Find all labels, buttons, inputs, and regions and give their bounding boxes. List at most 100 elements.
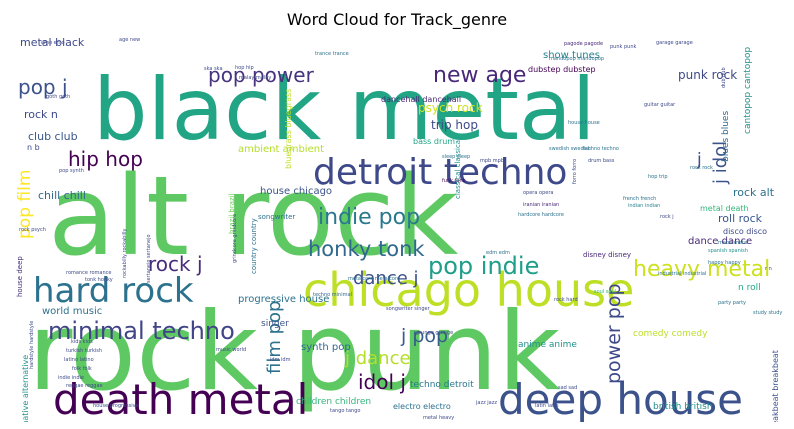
- word-indie-indie: indie indie: [58, 375, 84, 381]
- word-dance-dance: dance dance: [688, 236, 752, 247]
- word-idm-idm: idm idm: [270, 357, 291, 363]
- word-mandopop-mandopop: mandopop mandopop: [549, 56, 604, 62]
- word-rock-alt: rock alt: [733, 186, 775, 199]
- word-j-idol: j idol: [710, 141, 731, 185]
- word-grindcore-grindcore: grindcore grindcore: [232, 214, 238, 263]
- word-honky-tonk: honky tonk: [308, 237, 425, 261]
- word-goth-goth: goth goth: [46, 94, 70, 100]
- word-pop-power: pop power: [208, 63, 315, 87]
- word-rock-j: rock j: [148, 252, 203, 276]
- word-latino-latino: latino latino: [64, 357, 94, 363]
- word-romance-romance: romance romance: [66, 270, 111, 276]
- word-dub-dub: dub dub: [721, 67, 727, 88]
- word-rockabilly-rockabilly: rockabilly rockabilly: [122, 229, 128, 278]
- word-chicago-house: chicago house: [303, 263, 634, 317]
- word-songwriter: songwriter: [258, 213, 295, 221]
- word-hop-trip: hop trip: [648, 174, 668, 180]
- word-heavy-metal: heavy metal: [633, 257, 770, 282]
- word-alternative-alternative: alternative alternative: [21, 355, 30, 422]
- word-singer: singer: [261, 319, 289, 329]
- word-metalcore-metalcore: metalcore metalcore: [348, 276, 400, 282]
- word-rock-j: rock j: [660, 214, 674, 220]
- word-rock-hard: rock hard: [554, 297, 578, 303]
- word-brazil-brazil: brazil brazil: [228, 193, 236, 234]
- word-dancehall-dancehall: dancehall dancehall: [381, 95, 461, 104]
- word-trance-trance: trance trance: [315, 51, 349, 57]
- word-disney-disney: disney disney: [583, 251, 631, 259]
- word-pop-film: pop film: [15, 170, 35, 239]
- word-mpb-mpb: mpb mpb: [480, 158, 504, 164]
- word-ambient-ambient: ambient ambient: [238, 144, 324, 155]
- word-iranian-iranian: iranian iranian: [523, 202, 559, 208]
- word-jazz-jazz: jazz jazz: [475, 400, 497, 406]
- word-house-house: house house: [568, 120, 600, 126]
- word-kids-kids: kids kids: [71, 339, 93, 345]
- word-soul-soul: soul soul: [594, 289, 616, 295]
- word-punk-rock: punk rock: [678, 68, 737, 82]
- word-dubstep-dubstep: dubstep dubstep: [528, 65, 596, 74]
- word-swedish-swedish: swedish swedish: [549, 146, 591, 152]
- word-progressive-house: progressive house: [238, 294, 329, 305]
- word-tango-tango: tango tango: [330, 408, 360, 414]
- word-trip-hop: trip hop: [431, 118, 478, 132]
- word-metal-heavy: metal heavy: [423, 415, 454, 421]
- word-sertanejo-sertanejo: sertanejo sertanejo: [146, 235, 152, 284]
- word-french-french: french french: [623, 196, 656, 202]
- word-black-metal: black metal: [93, 60, 596, 160]
- word-industrial-industrial: industrial industrial: [658, 271, 706, 277]
- word-pop-j: pop j: [18, 75, 68, 99]
- word-idol-j: idol j: [358, 370, 406, 394]
- word-psych-rock: psych rock: [418, 101, 483, 115]
- chart-title: Word Cloud for Track_genre: [286, 10, 508, 29]
- word-latin-latin: latin latin: [535, 403, 559, 409]
- word-detroit-techno: detroit techno: [313, 152, 567, 193]
- word-alt-rock: alt rock: [48, 152, 459, 280]
- word-metal-death: metal death: [700, 204, 749, 213]
- word-study-study: study study: [753, 310, 782, 316]
- word-death-metal: death metal: [53, 375, 308, 422]
- word-anime-anime: anime anime: [518, 340, 577, 350]
- word-garage-garage: garage garage: [656, 40, 693, 46]
- word-rock-rock: rock rock: [690, 165, 713, 171]
- word-j: j: [696, 150, 702, 170]
- word-classical-classical: classical classical: [454, 138, 462, 199]
- word-british-british: british british: [653, 402, 713, 412]
- word-house-chicago: house chicago: [260, 186, 332, 197]
- word-ska-ska: ska ska: [204, 66, 223, 72]
- word-drum-bass: drum bass: [588, 158, 615, 164]
- word-minimal-techno: minimal techno: [48, 317, 235, 345]
- word-bass-drum: bass drum: [413, 137, 455, 146]
- word-sad-sad: sad sad: [558, 385, 577, 391]
- word-hard-rock: hard rock: [33, 271, 194, 311]
- word-malay-malay: malay malay: [239, 75, 271, 81]
- word-rock-punk: rock punk: [28, 290, 561, 415]
- word-guitar-guitar: guitar guitar: [644, 102, 676, 108]
- word-world-music: world music: [42, 306, 102, 317]
- word-pagode-pagode: pagode pagode: [564, 41, 603, 47]
- word-n-roll: n roll: [738, 283, 761, 293]
- word-children-children: children children: [296, 397, 371, 407]
- word-opera-opera: opera opera: [523, 190, 553, 196]
- word-folk-folk: folk folk: [72, 366, 92, 372]
- word-age-new: age new: [119, 37, 140, 43]
- word-new-age: new age: [433, 63, 526, 88]
- word-hardstyle-hardstyle: hardstyle hardstyle: [29, 321, 35, 369]
- word-techno-detroit: techno detroit: [410, 380, 474, 390]
- word-grunge-grunge: grunge grunge: [416, 330, 453, 336]
- word-party-party: party party: [718, 300, 746, 306]
- word-r-n: r n: [765, 266, 772, 272]
- word-indie-pop: indie pop: [318, 205, 420, 230]
- word-roll-rock: roll rock: [718, 212, 763, 225]
- word-tonk-honky: tonk honky: [85, 277, 113, 283]
- word-j-dance: j dance: [344, 348, 411, 369]
- word-metal-metal: metal metal: [718, 240, 748, 246]
- word-metal-black: metal black: [20, 36, 85, 49]
- word-forro-forro: forro forro: [572, 159, 578, 184]
- word-film-pop: film pop: [264, 301, 285, 374]
- word-bluegrass-bluegrass: bluegrass bluegrass: [284, 89, 293, 169]
- word-deep-house: deep house: [498, 375, 743, 422]
- word-breakbeat-breakbeat: breakbeat breakbeat: [771, 350, 780, 422]
- word-spanish-spanish: spanish spanish: [708, 248, 748, 254]
- word-techno-techno: techno techno: [583, 146, 619, 152]
- word-hardcore-hardcore: hardcore hardcore: [518, 212, 564, 218]
